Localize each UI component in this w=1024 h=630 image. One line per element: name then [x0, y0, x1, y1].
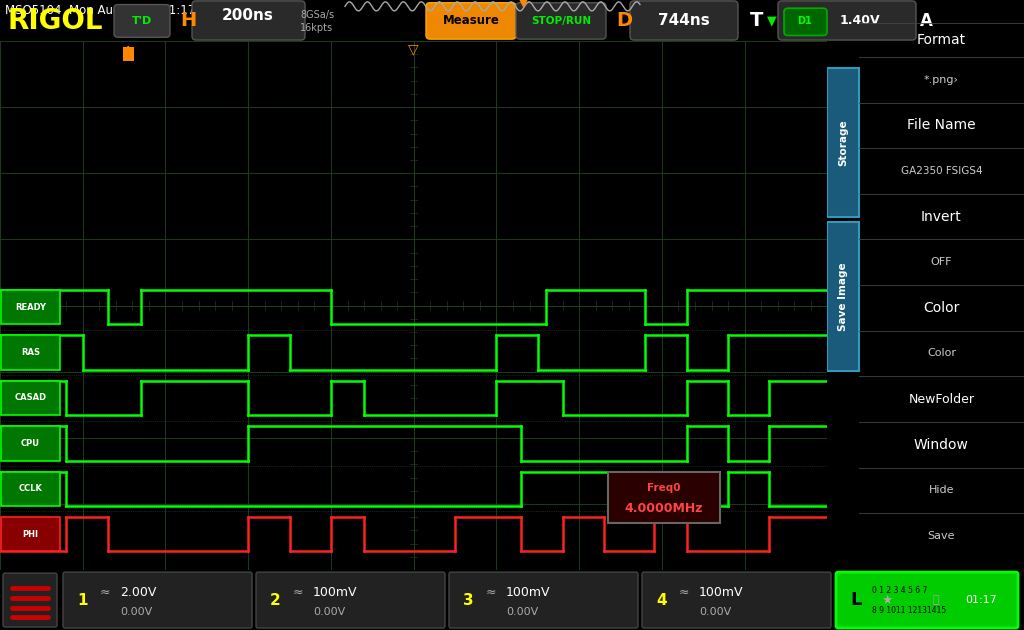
Text: 4.0000MHz: 4.0000MHz — [625, 502, 703, 515]
Text: CPU: CPU — [22, 439, 40, 448]
Text: 200ns: 200ns — [222, 8, 274, 23]
Text: RIGOL: RIGOL — [8, 7, 103, 35]
Text: ▽: ▽ — [409, 42, 419, 56]
Text: STOP/RUN: STOP/RUN — [530, 16, 591, 26]
Text: MSO5104  Mon August 26 01:17:40 2024: MSO5104 Mon August 26 01:17:40 2024 — [5, 4, 248, 16]
Text: 2.00V: 2.00V — [120, 586, 157, 598]
Text: ≈: ≈ — [486, 586, 497, 598]
Text: File Name: File Name — [907, 118, 976, 132]
FancyBboxPatch shape — [426, 3, 516, 39]
Text: CCLK: CCLK — [18, 484, 43, 493]
Text: Color: Color — [927, 348, 956, 358]
Text: H: H — [180, 11, 197, 30]
FancyBboxPatch shape — [3, 573, 57, 627]
Text: 0.00V: 0.00V — [699, 607, 731, 617]
FancyBboxPatch shape — [784, 8, 827, 35]
Text: 744ns: 744ns — [658, 13, 710, 28]
Text: 0.00V: 0.00V — [506, 607, 539, 617]
FancyBboxPatch shape — [516, 3, 606, 39]
Text: 2: 2 — [270, 593, 281, 607]
Text: Format: Format — [916, 33, 966, 47]
Text: Invert: Invert — [921, 210, 962, 224]
Text: CASAD: CASAD — [14, 394, 47, 403]
Text: 3: 3 — [463, 593, 474, 607]
Text: ≈: ≈ — [293, 586, 303, 598]
FancyBboxPatch shape — [827, 222, 859, 370]
Text: 8GSa/s: 8GSa/s — [300, 11, 334, 20]
Text: 100mV: 100mV — [699, 586, 743, 598]
FancyBboxPatch shape — [630, 1, 738, 40]
Text: Hide: Hide — [929, 485, 954, 495]
Text: Color: Color — [924, 301, 959, 315]
FancyBboxPatch shape — [449, 572, 638, 628]
Text: 1: 1 — [77, 593, 87, 607]
Text: ★: ★ — [881, 593, 892, 607]
Text: Save: Save — [928, 531, 955, 541]
FancyBboxPatch shape — [642, 572, 831, 628]
Text: T: T — [125, 49, 132, 59]
Text: Save Image: Save Image — [838, 262, 848, 331]
FancyBboxPatch shape — [256, 572, 445, 628]
FancyBboxPatch shape — [836, 572, 1018, 628]
Text: 🔊: 🔊 — [932, 595, 939, 605]
Text: Measure: Measure — [442, 14, 500, 28]
FancyBboxPatch shape — [778, 1, 916, 40]
Text: T: T — [750, 11, 763, 30]
FancyBboxPatch shape — [1, 290, 60, 324]
Text: 0.00V: 0.00V — [120, 607, 153, 617]
Text: 0.00V: 0.00V — [313, 607, 345, 617]
FancyBboxPatch shape — [63, 572, 252, 628]
FancyBboxPatch shape — [608, 472, 720, 522]
Text: 01:17: 01:17 — [965, 595, 996, 605]
FancyBboxPatch shape — [1, 381, 60, 415]
Text: Freq0: Freq0 — [647, 483, 681, 493]
Text: GA2350 FSIGS4: GA2350 FSIGS4 — [901, 166, 982, 176]
Text: 4: 4 — [656, 593, 667, 607]
FancyBboxPatch shape — [193, 1, 305, 40]
Text: Storage: Storage — [838, 119, 848, 166]
Text: PHI: PHI — [23, 530, 39, 539]
Text: READY: READY — [15, 302, 46, 312]
FancyBboxPatch shape — [1, 426, 60, 461]
Text: 0 1 2 3 4 5 6 7: 0 1 2 3 4 5 6 7 — [872, 586, 928, 595]
Text: 1.40V: 1.40V — [840, 14, 881, 28]
Text: ≈: ≈ — [100, 586, 111, 598]
Text: T'D: T'D — [132, 16, 153, 26]
FancyBboxPatch shape — [1, 471, 60, 506]
FancyBboxPatch shape — [827, 69, 859, 217]
Text: *.png›: *.png› — [924, 75, 958, 85]
Text: 100mV: 100mV — [313, 586, 357, 598]
Text: ≈: ≈ — [679, 586, 689, 598]
Text: 8 9 1011 12131415: 8 9 1011 12131415 — [872, 605, 946, 614]
Text: L: L — [850, 591, 861, 609]
Text: ▼: ▼ — [767, 14, 777, 28]
FancyBboxPatch shape — [1, 335, 60, 370]
Text: A: A — [920, 12, 933, 30]
Text: 16kpts: 16kpts — [300, 23, 333, 33]
FancyBboxPatch shape — [1, 517, 60, 551]
FancyBboxPatch shape — [114, 4, 170, 37]
Text: 100mV: 100mV — [506, 586, 551, 598]
Text: D: D — [616, 11, 632, 30]
Text: RAS: RAS — [22, 348, 40, 357]
Text: D1: D1 — [798, 16, 812, 26]
Text: OFF: OFF — [931, 257, 952, 267]
Text: NewFolder: NewFolder — [908, 392, 975, 406]
Text: Window: Window — [914, 438, 969, 452]
